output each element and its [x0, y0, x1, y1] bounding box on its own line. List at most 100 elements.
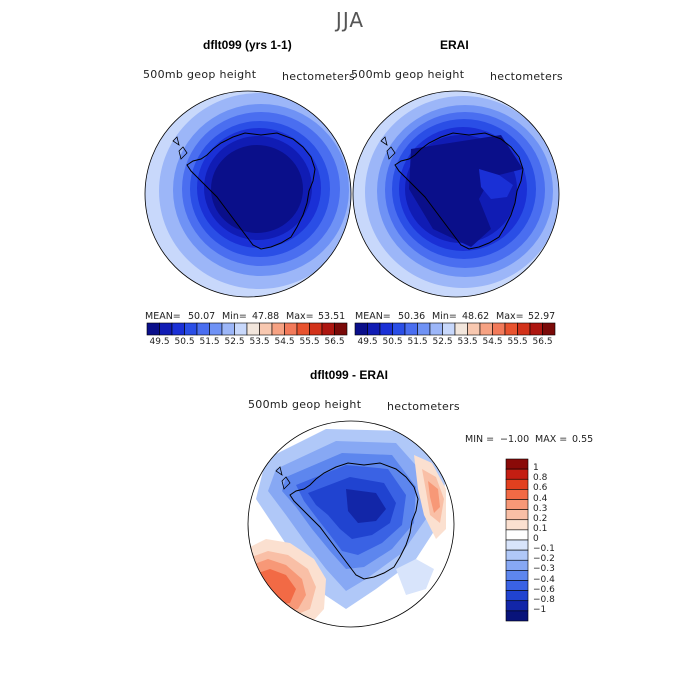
panel2-polar-map — [352, 90, 560, 298]
panel1-stats-min: 47.88 — [252, 311, 280, 322]
colorbar-swatch — [284, 322, 298, 336]
panel2-stats-min-label: Min= — [432, 311, 457, 322]
panel1-colorbar-labels: 49.5 50.5 51.5 52.5 53.5 54.5 55.5 56.5 — [147, 337, 347, 349]
colorbar-swatch — [454, 322, 468, 336]
colorbar-swatch — [271, 322, 285, 336]
colorbar-tick-label: −0.8 — [533, 594, 555, 605]
colorbar-swatch — [529, 322, 543, 336]
colorbar-tick-label: −1 — [533, 604, 547, 615]
colorbar-swatch — [505, 600, 529, 612]
colorbar-swatch — [404, 322, 418, 336]
colorbar-swatch — [392, 322, 406, 336]
colorbar-tick-label: 51.5 — [407, 337, 428, 347]
colorbar-tick-label: 52.5 — [432, 337, 453, 347]
colorbar-tick-label: 49.5 — [357, 337, 378, 347]
panel1-title: dflt099 (yrs 1-1) — [203, 38, 292, 52]
colorbar-swatch — [505, 549, 529, 561]
colorbar-tick-label: 54.5 — [482, 337, 503, 347]
colorbar-tick-label: 52.5 — [224, 337, 245, 347]
colorbar-tick-label: −0.4 — [533, 574, 555, 585]
colorbar-tick-label: 0.1 — [533, 523, 548, 534]
colorbar-swatch — [296, 322, 310, 336]
panel3-colorbar-labels: 1 0.8 0.6 0.4 0.3 0.2 0.1 0 −0.1 −0.2 −0.3 −0.4 −0.6… — [533, 459, 593, 621]
panel2-field-label: 500mb geop height — [351, 68, 465, 81]
panel2-title: ERAI — [440, 38, 469, 52]
colorbar-tick-label: −0.3 — [533, 564, 555, 575]
colorbar-swatch — [221, 322, 235, 336]
colorbar-swatch — [505, 529, 529, 541]
panel2-antarctica-outline — [394, 132, 524, 250]
figure-title: JJA — [335, 8, 365, 32]
panel2-stats-mean-label: MEAN= — [355, 311, 391, 322]
colorbar-swatch — [159, 322, 173, 336]
colorbar-tick-label: 55.5 — [507, 337, 528, 347]
panel1-stats-max: 53.51 — [318, 311, 346, 322]
panel3-units-label: hectometers — [387, 400, 460, 413]
panel2-colorbar — [354, 322, 556, 336]
colorbar-swatch — [505, 489, 529, 500]
colorbar-swatch — [505, 458, 529, 470]
colorbar-tick-label: 0.4 — [533, 493, 548, 504]
colorbar-swatch — [505, 610, 529, 622]
panel3-colorbar — [505, 458, 529, 622]
colorbar-tick-label: 56.5 — [532, 337, 553, 347]
colorbar-swatch — [467, 322, 481, 336]
panel1-stats-mean: 50.07 — [188, 311, 216, 322]
panel1-polar-map — [144, 90, 352, 298]
colorbar-swatch — [209, 322, 223, 336]
colorbar-tick-label: 50.5 — [174, 337, 195, 347]
colorbar-swatch — [505, 499, 529, 510]
panel1-stats-mean-label: MEAN= — [145, 311, 181, 322]
panel3-antarctica-outline — [289, 462, 419, 580]
panel3-stats-max: 0.55 — [572, 434, 594, 445]
colorbar-tick-label: 56.5 — [324, 337, 345, 347]
colorbar-swatch — [505, 519, 529, 531]
colorbar-tick-label: 53.5 — [249, 337, 270, 347]
colorbar-swatch — [321, 322, 335, 336]
colorbar-tick-label: 0.2 — [533, 513, 548, 524]
colorbar-swatch — [354, 322, 368, 336]
colorbar-swatch — [479, 322, 493, 336]
colorbar-swatch — [442, 322, 456, 336]
colorbar-tick-label: −0.2 — [533, 554, 555, 565]
panel3-title: dflt099 - ERAI — [310, 368, 389, 382]
panel1-antarctica-outline — [186, 132, 316, 250]
colorbar-tick-label: 1 — [533, 463, 539, 474]
colorbar-swatch — [542, 322, 556, 336]
colorbar-swatch — [334, 322, 348, 336]
colorbar-swatch — [505, 580, 529, 591]
colorbar-tick-label: 0.8 — [533, 473, 548, 484]
colorbar-swatch — [504, 322, 518, 336]
colorbar-swatch — [196, 322, 210, 336]
panel3-polar-map — [247, 420, 455, 628]
panel1-field-label: 500mb geop height — [143, 68, 257, 81]
colorbar-swatch — [379, 322, 393, 336]
panel3-stats-min-label: MIN = — [465, 434, 495, 445]
panel2-stats-max: 52.97 — [528, 311, 556, 322]
colorbar-swatch — [505, 570, 529, 581]
colorbar-swatch — [505, 478, 529, 490]
colorbar-tick-label: 49.5 — [149, 337, 170, 347]
panel3-stats-max-label: MAX = — [535, 434, 568, 445]
colorbar-swatch — [429, 322, 443, 336]
colorbar-swatch — [505, 509, 529, 521]
colorbar-swatch — [505, 590, 529, 602]
colorbar-tick-label: −0.6 — [533, 584, 555, 595]
panel1-colorbar — [146, 322, 348, 336]
panel2-stats-mean: 50.36 — [398, 311, 426, 322]
panel2-colorbar-labels: 49.5 50.5 51.5 52.5 53.5 54.5 55.5 56.5 — [355, 337, 555, 349]
colorbar-swatch — [505, 468, 529, 480]
colorbar-swatch — [309, 322, 323, 336]
colorbar-swatch — [234, 322, 248, 336]
colorbar-tick-label: 0.3 — [533, 503, 548, 514]
panel2-stats-max-label: Max= — [496, 311, 524, 322]
colorbar-tick-label: 0 — [533, 534, 539, 544]
colorbar-tick-label: 0.6 — [533, 483, 548, 494]
panel1-stats-min-label: Min= — [222, 311, 247, 322]
panel1-stats-max-label: Max= — [286, 311, 314, 322]
colorbar-swatch — [417, 322, 431, 336]
panel2-stats-min: 48.62 — [462, 311, 490, 322]
colorbar-tick-label: 50.5 — [382, 337, 403, 347]
colorbar-swatch — [505, 559, 529, 571]
colorbar-swatch — [146, 322, 160, 336]
